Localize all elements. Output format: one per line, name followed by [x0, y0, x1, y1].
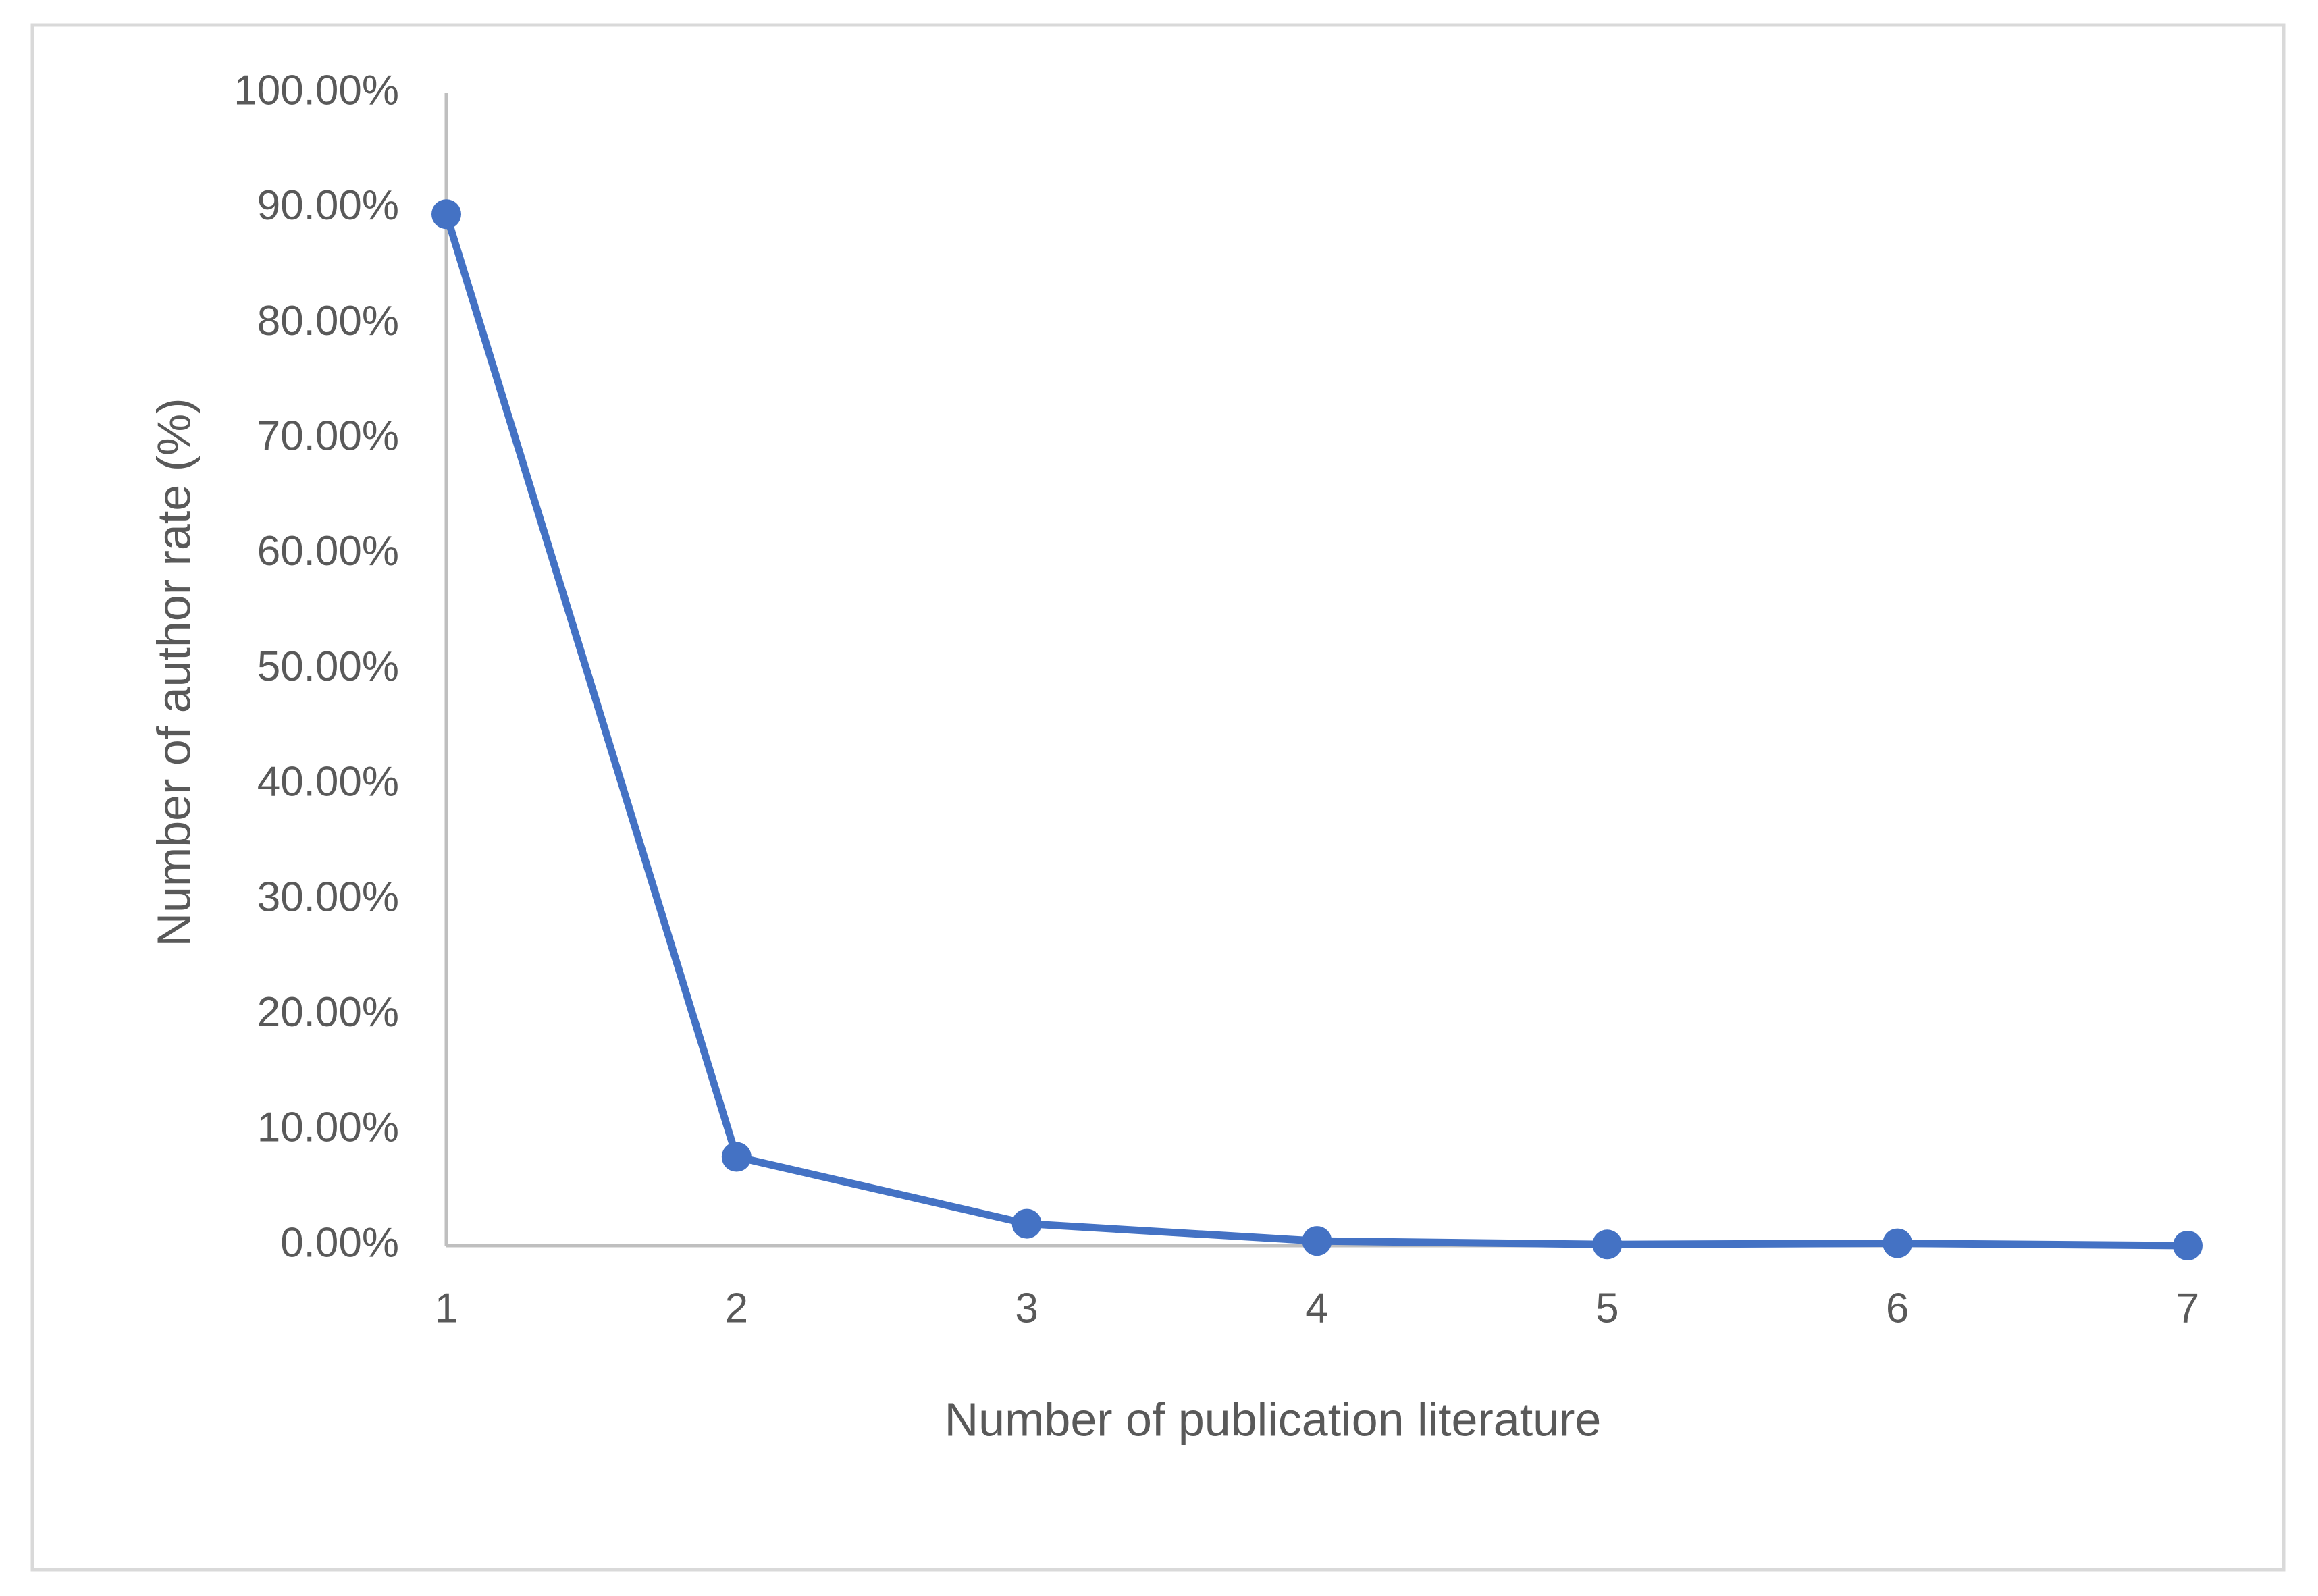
- y-tick-label: 40.00%: [257, 759, 399, 805]
- x-tick-label: 4: [1305, 1285, 1328, 1331]
- y-tick-label: 70.00%: [257, 413, 399, 459]
- x-tick-label: 3: [1015, 1285, 1038, 1331]
- y-tick-label: 20.00%: [257, 989, 399, 1036]
- data-point: [431, 199, 461, 230]
- y-axis-title: Number of author rate (%): [147, 398, 200, 947]
- y-tick-label: 100.00%: [234, 67, 399, 113]
- data-point: [2173, 1231, 2203, 1260]
- data-point: [1882, 1228, 1913, 1258]
- data-point: [1592, 1229, 1623, 1260]
- x-tick-label: 2: [725, 1285, 748, 1331]
- x-tick-label: 6: [1886, 1285, 1909, 1331]
- data-point: [1302, 1226, 1332, 1256]
- y-tick-label: 90.00%: [257, 182, 399, 229]
- y-tick-label: 60.00%: [257, 528, 399, 575]
- data-point: [1011, 1208, 1042, 1239]
- y-tick-label: 80.00%: [257, 298, 399, 344]
- x-axis-title: Number of publication literature: [945, 1393, 1602, 1445]
- x-tick-label: 7: [2176, 1285, 2199, 1331]
- y-tick-label: 10.00%: [257, 1105, 399, 1151]
- chart-frame: [30, 23, 2286, 1572]
- y-tick-label: 0.00%: [280, 1219, 399, 1266]
- y-tick-label: 50.00%: [257, 643, 399, 690]
- y-tick-label: 30.00%: [257, 874, 399, 920]
- x-tick-label: 5: [1596, 1285, 1618, 1331]
- data-point: [721, 1142, 752, 1172]
- x-tick-label: 1: [435, 1285, 458, 1331]
